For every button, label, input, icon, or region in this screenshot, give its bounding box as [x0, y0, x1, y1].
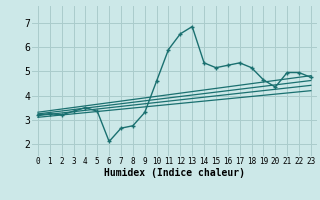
X-axis label: Humidex (Indice chaleur): Humidex (Indice chaleur) — [104, 168, 245, 178]
